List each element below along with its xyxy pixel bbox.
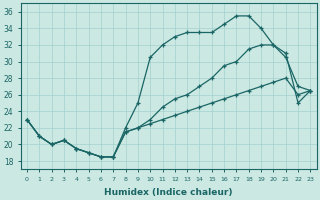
X-axis label: Humidex (Indice chaleur): Humidex (Indice chaleur) <box>104 188 233 197</box>
